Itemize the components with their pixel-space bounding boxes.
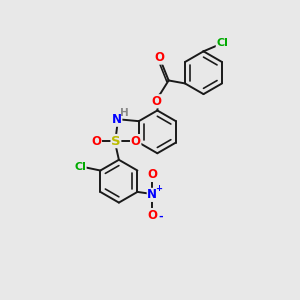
Text: O: O xyxy=(131,135,141,148)
Text: N: N xyxy=(147,188,157,201)
Text: S: S xyxy=(111,135,121,148)
Text: +: + xyxy=(155,184,162,193)
Text: H: H xyxy=(120,108,129,118)
Text: -: - xyxy=(158,212,163,222)
Text: Cl: Cl xyxy=(216,38,228,48)
Text: O: O xyxy=(91,135,101,148)
Text: N: N xyxy=(112,113,122,126)
Text: O: O xyxy=(147,168,157,181)
Text: O: O xyxy=(154,51,164,64)
Text: O: O xyxy=(147,209,157,222)
Text: Cl: Cl xyxy=(74,162,86,172)
Text: O: O xyxy=(151,95,161,108)
